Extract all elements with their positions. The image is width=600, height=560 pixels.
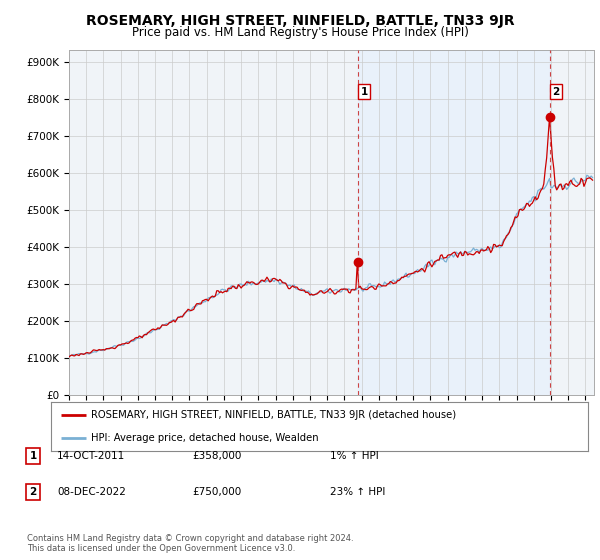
Text: ROSEMARY, HIGH STREET, NINFIELD, BATTLE, TN33 9JR: ROSEMARY, HIGH STREET, NINFIELD, BATTLE,… [86,14,514,28]
Text: £750,000: £750,000 [192,487,241,497]
Text: 2: 2 [552,87,559,97]
Text: 2: 2 [29,487,37,497]
Text: 1% ↑ HPI: 1% ↑ HPI [330,451,379,461]
Text: £358,000: £358,000 [192,451,241,461]
Text: 1: 1 [29,451,37,461]
Text: HPI: Average price, detached house, Wealden: HPI: Average price, detached house, Weal… [91,433,319,444]
Text: 14-OCT-2011: 14-OCT-2011 [57,451,125,461]
Text: Contains HM Land Registry data © Crown copyright and database right 2024.
This d: Contains HM Land Registry data © Crown c… [27,534,353,553]
Text: 23% ↑ HPI: 23% ↑ HPI [330,487,385,497]
Text: 1: 1 [361,87,368,97]
Bar [358,50,550,395]
Text: 08-DEC-2022: 08-DEC-2022 [57,487,126,497]
Text: ROSEMARY, HIGH STREET, NINFIELD, BATTLE, TN33 9JR (detached house): ROSEMARY, HIGH STREET, NINFIELD, BATTLE,… [91,410,457,421]
Text: Price paid vs. HM Land Registry's House Price Index (HPI): Price paid vs. HM Land Registry's House … [131,26,469,39]
